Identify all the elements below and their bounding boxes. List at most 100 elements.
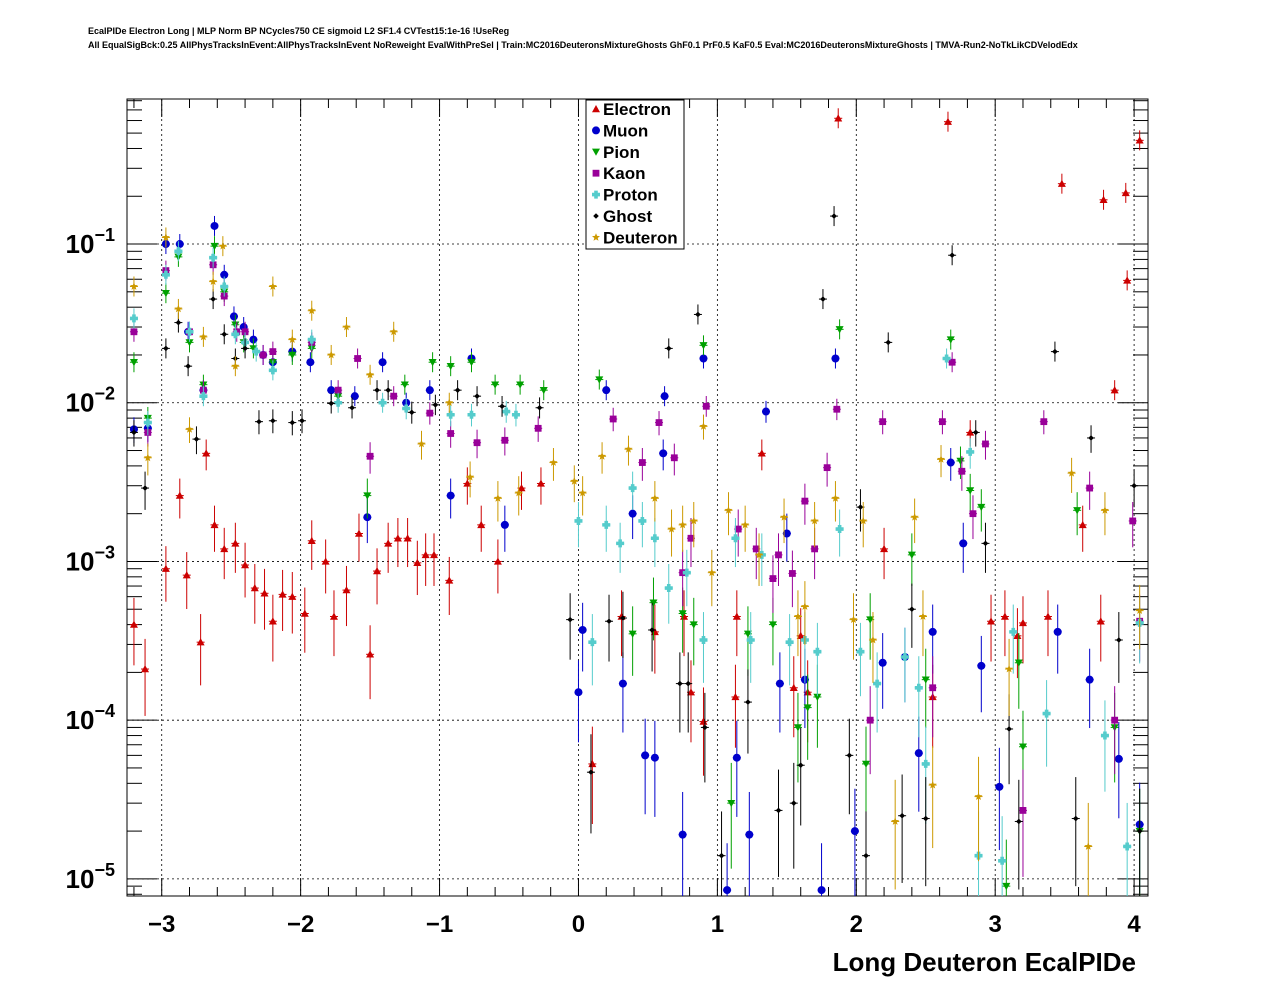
data-point bbox=[1019, 807, 1027, 814]
data-point bbox=[307, 335, 316, 344]
data-point bbox=[1123, 842, 1132, 851]
data-point bbox=[679, 569, 687, 577]
data-point bbox=[384, 539, 393, 547]
data-point bbox=[1121, 188, 1130, 197]
legend-label: Kaon bbox=[603, 164, 646, 183]
data-point bbox=[1057, 179, 1066, 187]
y-tick-label: 10−4 bbox=[66, 701, 115, 735]
data-point bbox=[685, 680, 692, 687]
legend-marker bbox=[592, 105, 600, 113]
legend-label: Electron bbox=[603, 100, 671, 119]
data-point bbox=[741, 520, 750, 529]
data-point bbox=[689, 516, 698, 525]
data-point bbox=[835, 326, 844, 334]
data-point bbox=[790, 800, 797, 806]
legend-label: Deuteron bbox=[603, 228, 678, 247]
data-point bbox=[731, 692, 740, 701]
data-point bbox=[914, 749, 923, 758]
data-point bbox=[914, 683, 923, 692]
data-point bbox=[665, 345, 672, 352]
data-point bbox=[467, 410, 476, 419]
data-point bbox=[606, 618, 612, 625]
legend-marker bbox=[592, 190, 600, 199]
data-point bbox=[800, 602, 809, 610]
data-point bbox=[723, 886, 732, 895]
data-point bbox=[493, 494, 502, 502]
data-point bbox=[618, 679, 627, 688]
data-point bbox=[256, 418, 262, 425]
data-point bbox=[270, 417, 276, 424]
data-point bbox=[937, 455, 945, 463]
data-point bbox=[1131, 482, 1137, 489]
data-point bbox=[1084, 842, 1093, 850]
data-point bbox=[288, 592, 297, 600]
data-point bbox=[909, 606, 915, 613]
data-point bbox=[501, 436, 509, 444]
data-point bbox=[220, 282, 229, 291]
data-point bbox=[943, 117, 952, 125]
data-point bbox=[425, 386, 434, 395]
data-point bbox=[863, 852, 869, 859]
data-point bbox=[300, 609, 309, 617]
data-point bbox=[995, 782, 1004, 791]
data-point bbox=[249, 345, 258, 353]
data-point bbox=[231, 539, 240, 547]
data-point bbox=[1085, 675, 1094, 684]
data-point bbox=[499, 403, 505, 410]
data-point bbox=[306, 358, 315, 367]
data-point bbox=[972, 429, 979, 436]
data-point bbox=[1111, 716, 1119, 724]
data-point bbox=[620, 615, 626, 621]
data-point bbox=[1086, 484, 1094, 492]
data-point bbox=[921, 676, 930, 684]
data-point bbox=[649, 599, 658, 607]
y-tick-label: 10−3 bbox=[66, 542, 115, 576]
data-point bbox=[969, 510, 977, 518]
data-point bbox=[288, 351, 297, 359]
data-point bbox=[229, 312, 238, 321]
data-point bbox=[432, 402, 439, 408]
x-tick-label: −1 bbox=[426, 911, 453, 938]
data-point bbox=[268, 282, 277, 290]
data-point bbox=[910, 513, 919, 521]
data-point bbox=[210, 520, 219, 529]
data-point bbox=[342, 322, 351, 331]
data-point bbox=[734, 525, 742, 533]
data-point bbox=[982, 440, 989, 448]
data-point bbox=[578, 625, 587, 634]
data-point bbox=[761, 407, 770, 416]
data-point bbox=[185, 425, 194, 433]
data-point bbox=[745, 699, 751, 705]
data-point bbox=[919, 612, 927, 620]
data-point bbox=[342, 586, 351, 594]
data-point bbox=[161, 270, 170, 279]
data-point bbox=[1018, 618, 1027, 627]
data-point bbox=[1016, 818, 1022, 825]
data-point bbox=[1002, 882, 1011, 891]
data-point bbox=[1006, 726, 1012, 732]
data-point bbox=[788, 570, 796, 577]
data-point bbox=[366, 650, 375, 658]
data-point bbox=[182, 571, 191, 579]
data-point bbox=[649, 627, 655, 633]
data-point bbox=[161, 564, 170, 572]
data-point bbox=[602, 386, 611, 395]
data-point bbox=[687, 534, 695, 542]
data-point bbox=[175, 319, 182, 326]
data-point bbox=[699, 422, 708, 430]
data-point bbox=[1135, 606, 1144, 614]
data-point bbox=[768, 621, 777, 629]
data-point bbox=[445, 398, 454, 407]
x-tick-label: 3 bbox=[989, 911, 1002, 938]
data-point bbox=[793, 724, 802, 732]
data-point bbox=[334, 386, 342, 394]
data-point bbox=[724, 506, 733, 514]
data-point bbox=[1014, 659, 1023, 667]
data-point bbox=[948, 358, 956, 366]
data-point bbox=[327, 386, 336, 395]
data-point bbox=[731, 534, 740, 543]
data-point bbox=[891, 817, 900, 825]
data-point bbox=[757, 449, 766, 457]
data-point bbox=[907, 551, 916, 559]
data-point bbox=[185, 363, 191, 369]
